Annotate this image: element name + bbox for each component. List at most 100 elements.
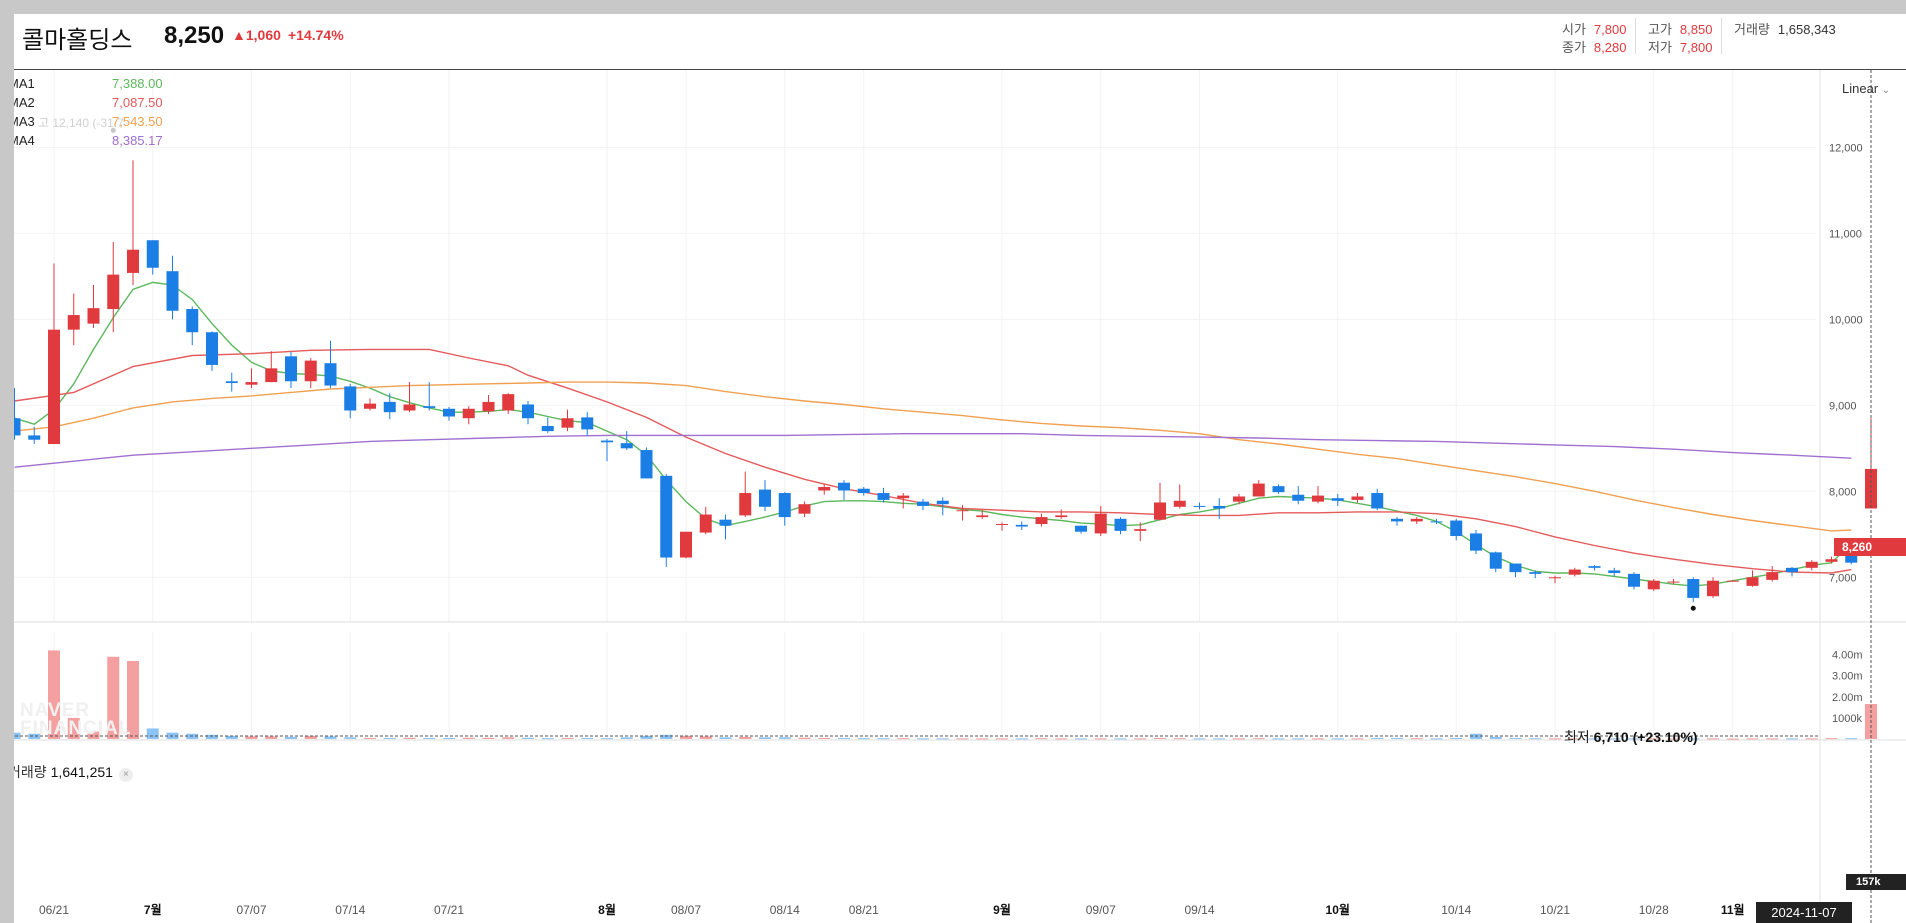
candle-body [304, 360, 317, 382]
ma-legend-label: MA2 [14, 95, 35, 110]
y-tick-label: 8,000 [1829, 486, 1857, 498]
volume-bar [285, 736, 297, 739]
candle-body [1608, 570, 1621, 573]
candle-body [1529, 572, 1542, 574]
divider [1635, 18, 1636, 54]
candle-body [1410, 518, 1423, 522]
close-icon[interactable]: × [118, 768, 133, 782]
volume-bar [1628, 738, 1640, 740]
volume-bar [265, 736, 278, 739]
x-tick-label: 06/21 [39, 903, 69, 917]
candle-body [1865, 468, 1877, 509]
low-marker [1690, 605, 1696, 611]
volume-bar [1292, 738, 1305, 740]
candle-body [759, 489, 771, 507]
ma-legend-item: MA3 7,543.50 [14, 114, 163, 129]
volume-bar [699, 736, 712, 739]
volume-bar [541, 738, 554, 740]
volume-summary: 거래량 1,658,343 [1734, 22, 1836, 37]
candle-body [14, 418, 21, 436]
volume-bar [1015, 738, 1028, 740]
candle-body [1252, 483, 1265, 497]
high-annotation: 고 12,140 (-31.7 [38, 116, 124, 130]
candle-body [917, 501, 929, 506]
x-tick-label: 08/21 [849, 903, 879, 917]
candle-body [1213, 505, 1226, 509]
volume-bar [1272, 738, 1285, 740]
stock-price: 8,250 [164, 22, 225, 49]
volume-bar [581, 737, 594, 739]
candle-body [1825, 559, 1838, 562]
volume-bar [1608, 738, 1621, 740]
volume-bar [1154, 737, 1166, 739]
price-change: ▲1,060 [232, 27, 281, 43]
volume-bar [1035, 738, 1048, 740]
candle-body [1628, 573, 1640, 587]
ma-legend-value: 7,543.50 [112, 114, 163, 129]
candle-body [1509, 563, 1522, 573]
candle-body [67, 315, 80, 330]
volume-bar [462, 737, 475, 739]
volume-bar [798, 737, 811, 739]
candle-body [1312, 495, 1324, 502]
volume-legend: 거래량 1,641,251 × [14, 762, 133, 782]
y-tick-label: 9,000 [1829, 400, 1857, 412]
candle-body [28, 435, 41, 440]
volume-bar [1233, 738, 1245, 740]
scale-select[interactable]: Linear ⌄ [1842, 81, 1890, 96]
price-change-pct: +14.74% [288, 27, 344, 43]
candle-body [1173, 500, 1186, 507]
candle-body [699, 514, 712, 533]
volume-bar [443, 737, 455, 739]
volume-bar [1509, 737, 1522, 739]
volume-bar [1707, 738, 1719, 740]
ma-legend-value: 7,087.50 [112, 95, 163, 110]
candle-body [1233, 496, 1245, 502]
volume-bar [1193, 738, 1206, 740]
candle-body [206, 332, 218, 365]
ma-line-ma2 [14, 348, 1852, 574]
volume-bar [1766, 738, 1779, 740]
candle-body [1588, 566, 1601, 568]
candle-body [1075, 525, 1087, 532]
volume-bar [1786, 738, 1798, 740]
volume-bar [976, 738, 989, 740]
x-tick-label: 08/07 [671, 903, 701, 917]
volume-bar [936, 738, 949, 740]
candle-body [1430, 521, 1443, 523]
chart-frame: 7,000 8,000 9,000 10,000 11,000 12,000 1000k 2.… [14, 14, 1906, 923]
volume-bar [383, 737, 396, 739]
ma-legend-label: MA3 [14, 114, 35, 129]
y-tick-label: 12,000 [1829, 142, 1863, 154]
ma-legend-label: MA4 [14, 133, 35, 148]
volume-bar [1746, 738, 1759, 740]
volume-bar [87, 731, 100, 739]
candle-body [1114, 518, 1127, 531]
candle-body [561, 418, 574, 428]
candle-body [640, 450, 653, 479]
x-tick-label: 9월 [993, 902, 1011, 917]
x-tick-label: 10월 [1326, 902, 1350, 917]
candle-body [383, 401, 396, 413]
cursor-date-tag: 2024-11-07 [1756, 902, 1852, 923]
candle-body [541, 425, 554, 432]
candle-body [778, 493, 791, 518]
candle-body [996, 523, 1008, 525]
candle-body [1371, 493, 1384, 509]
candle-body [1154, 502, 1166, 520]
x-tick-label: 8월 [598, 902, 616, 917]
watermark: NAVER FINANCIAL [20, 700, 132, 739]
volume-bar [146, 728, 159, 739]
stock-header: 콜마홀딩스 8,250 ▲1,060 +14.74% 시가 7,800 종가 8,2… [14, 14, 1906, 70]
volume-bar [1687, 738, 1700, 740]
candle-body [1549, 577, 1561, 579]
candle-body [660, 475, 673, 558]
volume-bar [1312, 738, 1324, 740]
stock-name: 콜마홀딩스 [22, 27, 133, 54]
candle-body [1707, 580, 1719, 597]
x-tick-label: 10/21 [1540, 903, 1570, 917]
x-tick-label: 09/07 [1086, 903, 1116, 917]
candle-body [956, 510, 969, 512]
stock-chart[interactable]: 7,000 8,000 9,000 10,000 11,000 12,000 1000k 2.… [14, 14, 1906, 923]
candle-body [1568, 569, 1581, 575]
